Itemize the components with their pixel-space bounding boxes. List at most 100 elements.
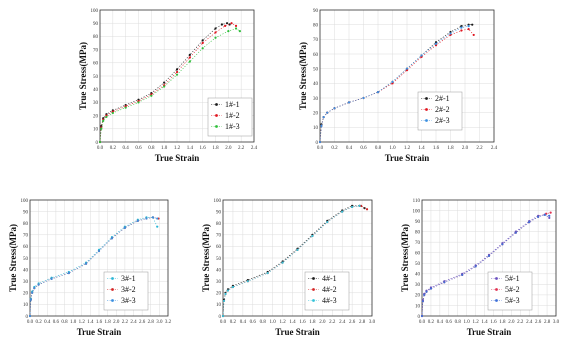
legend-label: 2#-3 [435,116,450,125]
legend: 3#-1 3#-2 3#-3 [103,271,149,311]
y-axis-title: True Stress(MPa) [8,224,18,292]
y-tick-label: 60 [216,245,222,250]
y-tick-label: 10 [93,128,99,133]
y-tick-label: 20 [93,114,99,119]
plot-frame [29,199,169,317]
x-tick-label: 2.2 [122,320,129,325]
x-tick-label: 1.4 [418,146,425,151]
chart-panel-1: 0.0 0.2 0.4 0.6 0.8 1.0 1.2 1.4 1.6 1.8 2.0 2.2 2.4 0… [78,9,258,163]
x-tick-label: 2.8 [359,320,366,325]
data-point [549,211,552,214]
y-tick-label: 60 [313,53,319,58]
legend-marker [495,299,498,302]
x-tick-label: 1.2 [404,146,411,151]
y-tick-label: 0 [316,141,319,146]
x-tick-label: 2.4 [491,146,498,151]
x-tick-label: 0.4 [123,146,130,151]
x-tick-label: 1.2 [79,320,86,325]
x-tick-label: 1.6 [433,146,440,151]
data-point [98,140,102,144]
chart-panel-4: 0.0 0.2 0.4 0.6 0.8 1.0 1.2 1.4 1.6 1.8 2.0 2.2 2.4 2… [201,199,376,337]
data-point [29,298,32,301]
data-point [67,271,70,275]
data-point [137,101,140,104]
x-tick-label: 0.0 [220,320,227,325]
data-point [110,237,114,240]
x-tick-label: 1.6 [490,320,497,325]
x-tick-label: 0.6 [360,146,367,151]
data-point [163,81,166,84]
y-tick-label: 80 [23,222,29,227]
x-tick-label: 1.4 [289,320,296,325]
grid-lines [319,9,495,143]
y-tick-label: 40 [415,273,421,278]
plot-frame [222,199,373,317]
x-tick-label: 2.0 [508,320,515,325]
y-tick-label: 60 [93,62,99,67]
data-point [31,291,34,294]
x-tick-label: 2.2 [476,146,483,151]
x-tick-label: 0.8 [375,146,382,151]
x-tick-label: 0.6 [135,146,142,151]
y-tick-label: 40 [313,82,319,87]
y-tick-label: 0 [418,315,421,320]
x-tick-label: 2.2 [238,146,245,151]
x-tick-label: 0.0 [97,146,104,151]
x-tick-label: 1.4 [87,320,94,325]
y-tick-label: 20 [216,292,222,297]
legend-label: 2#-2 [435,105,450,114]
legend-marker [425,119,428,122]
data-point [365,208,369,211]
data-point [231,285,235,289]
legend-label: 2#-1 [435,94,450,103]
y-tick-label: 80 [415,230,421,235]
legend-label: 1#-3 [225,122,240,131]
data-point [296,248,299,251]
data-point [227,30,230,33]
data-point [230,22,233,25]
x-tick-label: 1.4 [187,146,194,151]
legend-label: 3#-1 [121,274,136,283]
x-tick-label: 1.0 [389,146,396,151]
x-tick-label: 0.2 [428,320,435,325]
data-point [341,210,344,213]
data-point [214,36,217,39]
x-axis-title: True Strain [77,327,122,337]
y-tick-label: 30 [415,283,421,288]
data-point [358,204,361,207]
x-tick-label: 1.6 [299,320,306,325]
x-tick-label: 2.6 [535,320,542,325]
y-tick-label: 90 [415,220,421,225]
x-tick-label: 2.4 [526,320,533,325]
x-tick-label: 1.6 [200,146,207,151]
x-tick-label: 2.6 [349,320,356,325]
data-point [151,216,155,219]
data-point [351,205,354,209]
legend-marker [111,288,114,291]
data-point [214,27,217,30]
data-point [156,217,159,220]
y-tick-label: 50 [93,75,99,80]
x-tick-label: 1.0 [270,320,277,325]
x-tick-label: 1.2 [174,146,181,151]
data-point [434,42,438,45]
x-tick-label: 0.2 [110,146,117,151]
legend-marker [312,277,315,280]
data-point [123,226,126,229]
x-tick-label: 0.2 [331,146,338,151]
x-tick-label: 1.0 [70,320,77,325]
legend-marker [215,125,218,128]
data-point [224,292,227,296]
y-tick-label: 20 [23,292,29,297]
x-tick-label: 2.4 [251,146,258,151]
data-point [238,30,241,33]
data-point [421,300,424,303]
legend: 4#-1 4#-2 4#-3 [304,271,350,311]
data-point [425,290,428,293]
data-point [528,221,531,224]
y-tick-label: 70 [23,234,29,239]
data-point [391,80,394,83]
plot-frame [99,9,255,143]
data-point [214,31,217,34]
x-tick-label: 0.4 [240,320,247,325]
